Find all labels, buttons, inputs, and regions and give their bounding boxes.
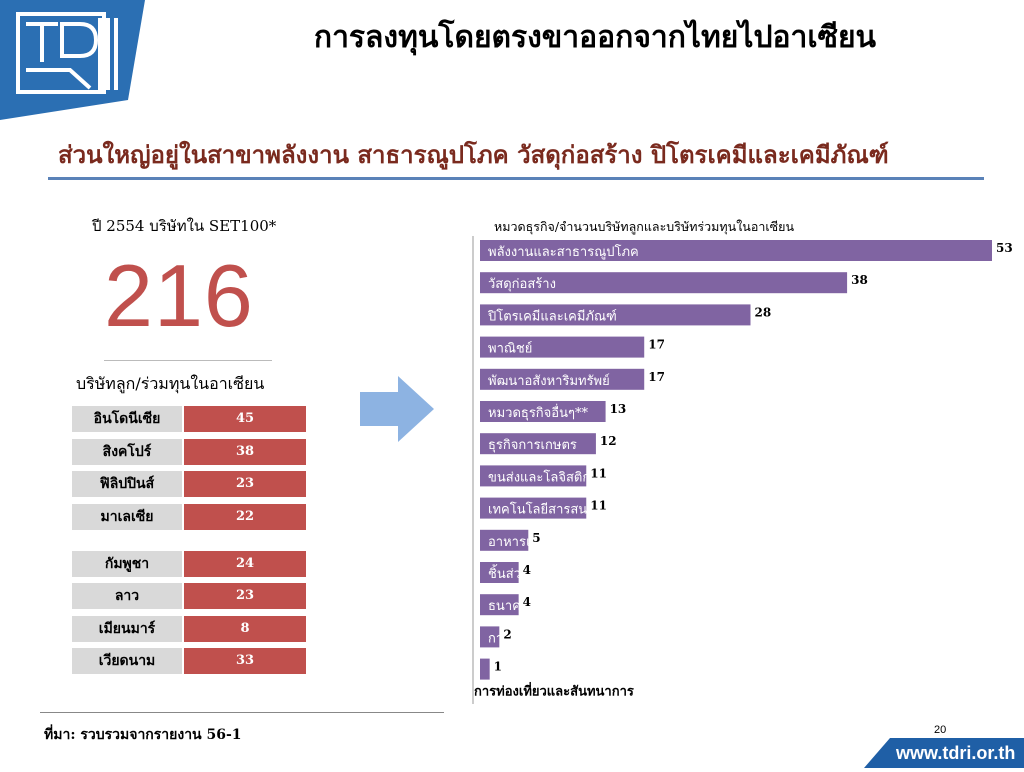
- chart-value-label: 5: [532, 531, 540, 545]
- sector-bar-chart: พลังงานและสาธารณูปโภค 53 วัสดุก่อสร้าง 38 ปิ…: [472, 236, 1013, 704]
- country-row-myanmar: เมียนมาร์ 8: [72, 616, 306, 642]
- country-row-philippines: ฟิลิปปินส์ 23: [72, 471, 306, 497]
- chart-bar: [480, 368, 645, 390]
- chart-value-label: 28: [754, 305, 771, 319]
- chart-category-label: พลังงานและสาธารณูปโภค: [488, 244, 639, 260]
- country-row-singapore: สิงคโปร์ 38: [72, 439, 306, 465]
- country-name: อินโดนีเซีย: [72, 406, 182, 432]
- chart-title: หมวดธุรกิจ/จำนวนบริษัทลูกและบริษัทร่วมทุ…: [494, 219, 794, 234]
- chart-category-label: ธนาคาร: [488, 599, 535, 614]
- chart-category-label: เทคโนโลยีสารสนเทศและการสื่อสาร: [488, 501, 692, 518]
- chart-category-label: พาณิชย์: [488, 341, 532, 357]
- country-value: 22: [184, 504, 306, 530]
- chart-bar: [480, 401, 606, 422]
- chart-category-label: ชิ้นส่วนอิเล็กฯ: [488, 564, 565, 582]
- country-value: 8: [184, 616, 306, 642]
- chart-bar: [480, 433, 596, 455]
- chart-bar: [480, 658, 490, 680]
- country-name: เวียดนาม: [72, 648, 182, 674]
- chart-category-label: พัฒนาอสังหาริมทรัพย์: [488, 373, 610, 389]
- footer-url: www.tdri.or.th: [896, 743, 1016, 763]
- chart-value-label: 1: [494, 660, 502, 674]
- tdri-logo: [0, 0, 150, 120]
- chart-bar: [480, 336, 645, 358]
- country-name: สิงคโปร์: [72, 439, 182, 465]
- right-arrow-icon: [360, 376, 434, 446]
- chart-bar: [480, 272, 848, 294]
- country-value: 23: [184, 583, 306, 609]
- footer-url-banner: [864, 738, 1024, 768]
- chart-value-label: 12: [600, 434, 617, 448]
- chart-value-label: 2: [503, 627, 511, 641]
- country-value: 33: [184, 648, 306, 674]
- chart-value-label: 38: [851, 273, 868, 287]
- country-value: 24: [184, 551, 306, 577]
- page-title: การลงทุนโดยตรงขาออกจากไทยไปอาเซียน: [313, 20, 877, 55]
- chart-category-label: ขนส่งและโลจิสติกส์: [488, 469, 598, 485]
- chart-bar: [480, 465, 587, 487]
- country-row-malaysia: มาเลเซีย 22: [72, 504, 306, 530]
- chart-category-label: อาหารและเครื่องดื่ม: [488, 533, 601, 550]
- chart-category-label: ปิโตรเคมีและเคมีภัณฑ์: [487, 308, 617, 324]
- chart-value-label: 4: [523, 595, 531, 609]
- chart-value-label: 11: [590, 466, 607, 480]
- chart-category-label: วัสดุก่อสร้าง: [488, 277, 556, 292]
- chart-value-label: 17: [648, 338, 665, 352]
- source-note: ที่มา: รวบรวมจากรายงาน 56-1: [44, 727, 242, 743]
- total-companies-number: 216: [104, 246, 254, 345]
- chart-value-label: 53: [996, 241, 1013, 255]
- country-name: มาเลเซีย: [72, 504, 182, 530]
- country-value: 23: [184, 471, 306, 497]
- country-row-laos: ลาว 23: [72, 583, 306, 609]
- country-value: 45: [184, 406, 306, 432]
- country-name: ฟิลิปปินส์: [72, 471, 182, 497]
- source-divider: [40, 712, 444, 713]
- country-name: กัมพูชา: [72, 551, 182, 577]
- country-value: 38: [184, 439, 306, 465]
- chart-category-label: การแพทย์: [488, 630, 543, 646]
- chart-category-label: ธุรกิจการเกษตร: [488, 438, 577, 453]
- header-divider: [48, 177, 984, 180]
- chart-bar: [480, 594, 519, 616]
- chart-bar: [480, 626, 500, 648]
- year-label: ปี 2554 บริษัทใน SET100*: [92, 217, 277, 235]
- chart-value-label: 17: [648, 370, 665, 384]
- chart-bar: [480, 562, 519, 583]
- country-row-indonesia: อินโดนีเซีย 45: [72, 406, 306, 432]
- chart-value-label: 11: [590, 499, 607, 513]
- number-divider: [104, 360, 272, 361]
- chart-value-label: 13: [610, 402, 627, 416]
- chart-bar: [480, 304, 751, 326]
- chart-bar: [480, 240, 992, 261]
- country-name: ลาว: [72, 583, 182, 609]
- country-row-cambodia: กัมพูชา 24: [72, 551, 306, 577]
- chart-category-label: การท่องเที่ยวและสันทนาการ: [474, 682, 634, 700]
- country-name: เมียนมาร์: [72, 616, 182, 642]
- chart-bar: [480, 529, 529, 551]
- page-number: 20: [934, 724, 947, 736]
- chart-value-label: 4: [523, 563, 531, 577]
- chart-category-label: หมวดธุรกิจอื่นๆ**: [488, 404, 588, 421]
- asean-label: บริษัทลูก/ร่วมทุนในอาเซียน: [76, 374, 265, 393]
- country-row-vietnam: เวียดนาม 33: [72, 648, 306, 674]
- chart-bar: [480, 497, 587, 519]
- page-subtitle: ส่วนใหญ่อยู่ในสาขาพลังงาน สาธารณูปโภค วั…: [58, 140, 889, 169]
